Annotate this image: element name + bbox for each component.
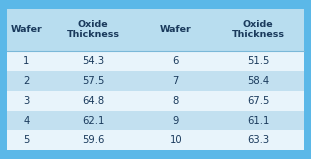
Text: 62.1: 62.1 — [82, 116, 104, 126]
Text: 2: 2 — [23, 76, 30, 86]
Text: 63.3: 63.3 — [247, 135, 269, 145]
Text: 5: 5 — [23, 135, 30, 145]
Text: Wafer: Wafer — [160, 25, 192, 35]
Text: 7: 7 — [173, 76, 179, 86]
Bar — [7, 130, 304, 150]
Text: Wafer: Wafer — [11, 25, 42, 35]
Bar — [7, 91, 304, 111]
Text: 59.6: 59.6 — [82, 135, 104, 145]
Text: 8: 8 — [173, 96, 179, 106]
Text: 61.1: 61.1 — [247, 116, 269, 126]
Bar — [7, 9, 304, 51]
Text: 4: 4 — [23, 116, 30, 126]
Bar — [7, 111, 304, 130]
Text: 10: 10 — [169, 135, 182, 145]
Text: 57.5: 57.5 — [82, 76, 104, 86]
Bar — [7, 51, 304, 71]
Text: 6: 6 — [173, 56, 179, 66]
Text: 64.8: 64.8 — [82, 96, 104, 106]
Text: 58.4: 58.4 — [247, 76, 269, 86]
Text: 3: 3 — [23, 96, 30, 106]
Text: Oxide
Thickness: Oxide Thickness — [232, 21, 285, 39]
Text: 54.3: 54.3 — [82, 56, 104, 66]
Text: 1: 1 — [23, 56, 30, 66]
Text: 9: 9 — [173, 116, 179, 126]
Text: 51.5: 51.5 — [247, 56, 269, 66]
Text: Oxide
Thickness: Oxide Thickness — [67, 21, 120, 39]
Bar — [7, 71, 304, 91]
Text: 67.5: 67.5 — [247, 96, 269, 106]
